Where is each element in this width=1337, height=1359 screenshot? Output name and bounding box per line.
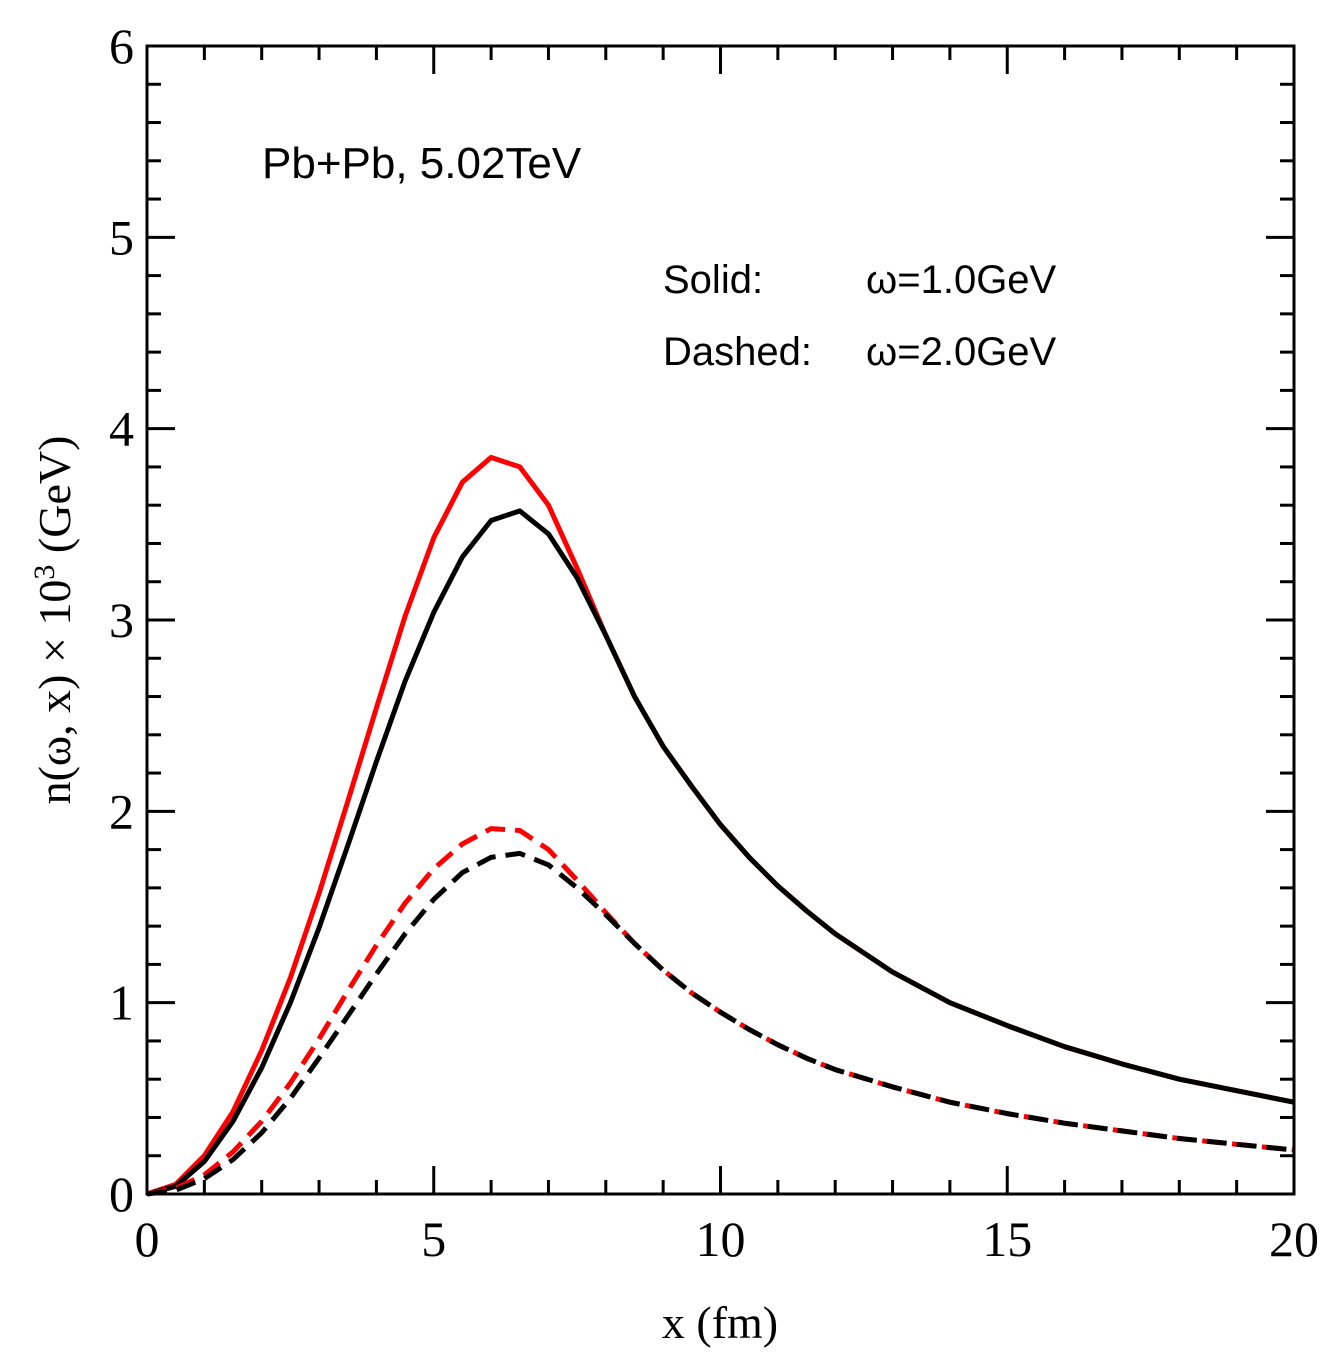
- dashed-legend-label: Dashed:: [663, 330, 812, 374]
- y-axis-label: n(ω, x) × 103 (GeV): [28, 436, 81, 805]
- y-tick-label: 2: [109, 783, 134, 839]
- plot-frame: [145, 44, 1296, 1196]
- system-annotation: Pb+Pb, 5.02TeV: [262, 139, 582, 188]
- plot-curves: [146, 454, 1295, 1197]
- series-line-3-dashed-black: [146, 850, 1295, 1197]
- y-tick-label: 4: [109, 401, 134, 457]
- solid-legend-label: Solid:: [663, 258, 763, 302]
- y-tick-label: 3: [109, 592, 134, 648]
- series-line-2-dashed-red: [146, 826, 1295, 1197]
- tick-labels: 0 5 10 15 20 0 1 2 3 4 5 6: [109, 18, 1319, 1267]
- dashed-legend-value: ω=2.0GeV: [866, 330, 1057, 374]
- x-tick-label: 5: [421, 1211, 446, 1267]
- y-tick-label: 1: [109, 975, 134, 1031]
- x-tick-label: 15: [982, 1211, 1032, 1267]
- axis-ticks: [145, 44, 1296, 1196]
- x-tick-label: 20: [1269, 1211, 1319, 1267]
- solid-legend-value: ω=1.0GeV: [866, 258, 1057, 302]
- y-tick-label: 6: [109, 18, 134, 74]
- y-axis-label-exponent: 3: [28, 565, 61, 580]
- series-line-1-solid-black: [146, 508, 1295, 1197]
- y-tick-label: 0: [109, 1166, 134, 1222]
- x-tick-label: 0: [135, 1211, 160, 1267]
- x-axis-label: x (fm): [662, 1297, 778, 1348]
- y-tick-label: 5: [109, 209, 134, 265]
- x-tick-label: 10: [696, 1211, 746, 1267]
- y-axis-label-unit: (GeV): [29, 436, 80, 565]
- y-axis-label-main: n(ω, x) × 10: [29, 580, 80, 805]
